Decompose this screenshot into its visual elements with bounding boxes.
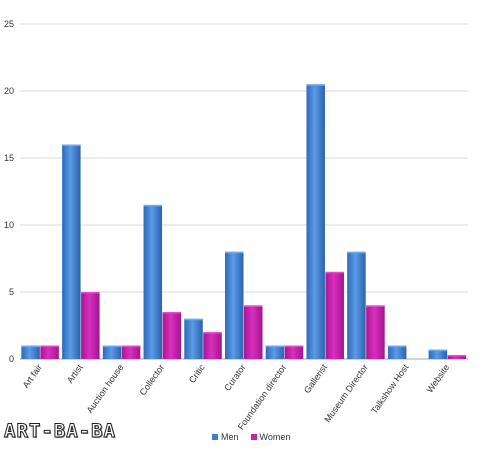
bar-top-highlight <box>244 305 263 307</box>
bar-women-website <box>447 354 467 359</box>
x-tick-label: Artist <box>65 362 85 385</box>
bar-top-highlight <box>203 332 222 334</box>
x-tick-label: Collector <box>138 362 167 397</box>
bar-top-highlight <box>284 345 304 348</box>
bar-men-collector <box>143 204 163 359</box>
legend-item-men: Men <box>212 432 239 442</box>
bars <box>21 84 467 360</box>
bar-men-curator <box>225 251 244 359</box>
bar-top-highlight <box>265 345 285 348</box>
x-tick-label: Gallerist <box>302 362 329 395</box>
bar-top-highlight <box>387 345 407 348</box>
bar-top-highlight <box>162 312 182 314</box>
bar-top-highlight <box>40 345 59 348</box>
bar-top-highlight <box>62 144 81 147</box>
bar-men-foundation-director <box>265 345 285 359</box>
bar-women-auction-house <box>121 345 141 359</box>
bar-top-highlight <box>347 251 366 254</box>
bar-women-artist <box>81 292 100 359</box>
x-tick-label: Auction house <box>85 362 126 414</box>
bar-women-curator <box>244 305 263 359</box>
bar-men-critic <box>184 318 203 359</box>
legend-swatch-women <box>250 434 257 440</box>
x-tick-label: Talkshow Host <box>369 362 411 416</box>
x-tick-label: Art fair <box>21 362 44 389</box>
legend-swatch-men <box>212 434 218 440</box>
bar-top-highlight <box>447 354 467 357</box>
bar-top-highlight <box>184 318 203 321</box>
bar-men-artist <box>62 144 81 359</box>
legend: Men Women <box>212 432 290 442</box>
bar-top-highlight <box>306 84 325 86</box>
watermark: ART-BA-BA <box>4 420 116 443</box>
bar-top-highlight <box>325 271 344 274</box>
y-axis-ticks: 0 5 10 15 20 25 <box>4 19 14 364</box>
bar-men-website <box>428 349 448 359</box>
y-tick-label: 15 <box>4 153 14 163</box>
y-tick-label: 10 <box>4 220 14 230</box>
bar-women-collector <box>162 312 182 359</box>
x-tick-label: Curator <box>222 362 247 392</box>
bar-top-highlight <box>121 345 141 348</box>
y-tick-label: 0 <box>9 354 14 364</box>
y-tick-label: 20 <box>4 86 14 96</box>
bar-top-highlight <box>366 305 385 307</box>
bar-women-foundation-director <box>284 345 304 359</box>
bar-top-highlight <box>81 292 100 294</box>
bar-top-highlight <box>21 345 40 348</box>
legend-item-women: Women <box>250 432 291 442</box>
legend-label-men: Men <box>221 432 239 442</box>
bar-women-critic <box>203 332 222 359</box>
bar-top-highlight <box>143 204 163 207</box>
bar-men-talkshow-host <box>387 345 407 359</box>
bar-women-art-fair <box>40 345 59 359</box>
y-tick-label: 25 <box>4 19 14 29</box>
x-tick-label: Museum Director <box>322 362 369 424</box>
bar-women-museum-director <box>366 305 385 359</box>
bar-top-highlight <box>225 251 244 254</box>
bar-women-gallerist <box>325 271 344 359</box>
bar-top-highlight <box>428 349 448 352</box>
y-tick-label: 5 <box>9 287 14 297</box>
bar-men-art-fair <box>21 345 40 359</box>
bar-men-auction-house <box>102 345 122 359</box>
x-tick-label: Website <box>425 362 452 394</box>
bar-men-gallerist <box>306 84 325 360</box>
bar-top-highlight <box>102 345 122 348</box>
legend-label-women: Women <box>259 432 291 442</box>
x-tick-label: Critic <box>187 362 207 385</box>
bar-men-museum-director <box>347 251 366 359</box>
